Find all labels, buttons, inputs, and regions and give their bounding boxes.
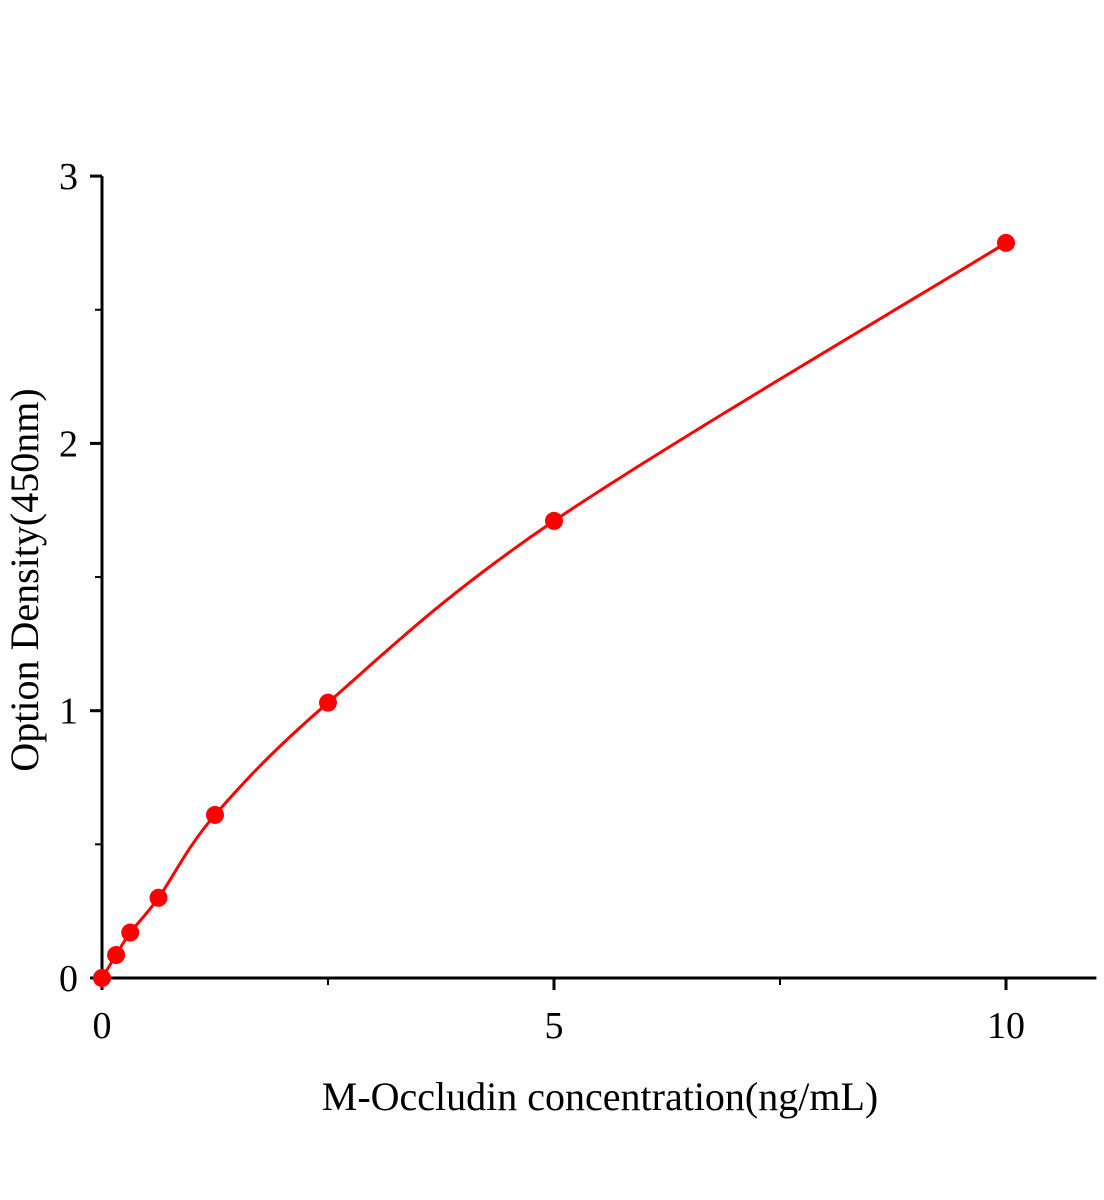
axes [100, 176, 1097, 980]
x-tick-label: 10 [987, 1005, 1025, 1047]
x-tick-label: 5 [545, 1005, 564, 1047]
y-tick-label: 1 [59, 691, 78, 733]
ticks: 0 5 10 0 1 2 3 [59, 156, 1025, 1047]
y-tick-label: 3 [59, 156, 78, 198]
y-axis-label: Option Density(450nm) [2, 388, 47, 771]
data-point [206, 805, 224, 824]
y-tick-label: 2 [59, 423, 78, 465]
data-point [121, 923, 140, 942]
data-point [545, 511, 563, 530]
data-point [93, 969, 111, 987]
x-tick-label: 0 [93, 1005, 112, 1047]
data-point [149, 888, 168, 907]
fit-curve [100, 241, 1007, 979]
x-axis-label: M-Occludin concentration(ng/mL) [322, 1074, 878, 1119]
data-point [319, 693, 337, 712]
data-point [107, 946, 126, 965]
plot-area [93, 233, 1015, 987]
data-point [997, 233, 1015, 252]
y-tick-label: 0 [59, 958, 78, 1000]
